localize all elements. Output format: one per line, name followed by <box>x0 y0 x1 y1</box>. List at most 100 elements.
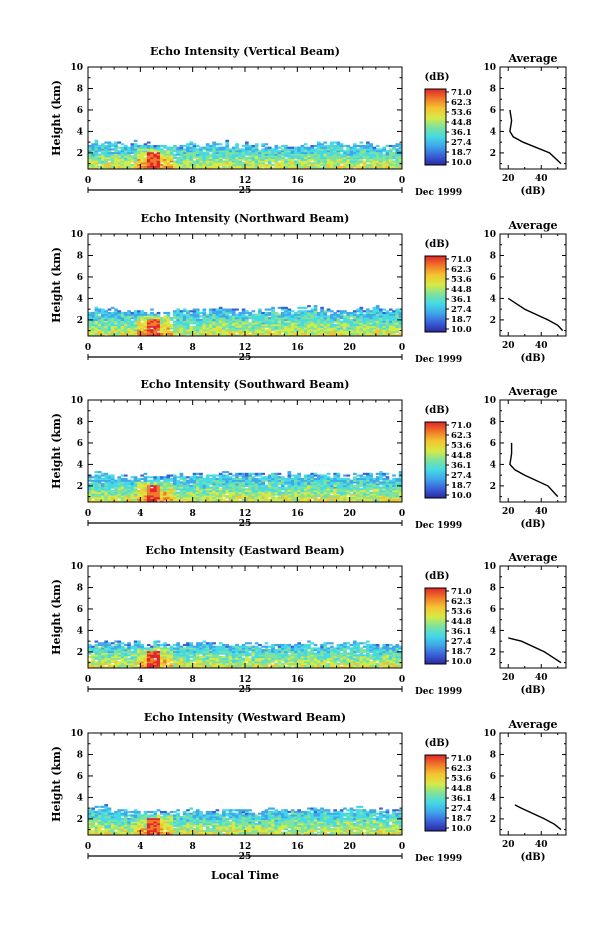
heatmap-cell <box>267 323 272 327</box>
heatmap-cell <box>133 315 138 318</box>
heatmap-cell <box>110 484 115 487</box>
heatmap-cell <box>123 334 128 337</box>
heatmap-cell <box>199 322 203 325</box>
heatmap-cell <box>248 315 252 318</box>
heatmap-cell <box>130 498 135 501</box>
heatmap-cell <box>130 661 135 664</box>
heatmap-cell <box>235 162 239 165</box>
heatmap-cell <box>395 144 400 148</box>
heatmap-cell <box>356 500 360 503</box>
heatmap-cell <box>323 151 328 154</box>
heatmap-cell <box>320 498 324 501</box>
heatmap-cell <box>150 650 154 653</box>
heatmap-cell <box>176 486 180 489</box>
heatmap-cell <box>140 498 144 501</box>
heatmap-cell <box>117 317 122 320</box>
heatmap-cell <box>267 308 272 311</box>
heatmap-cell <box>101 162 105 165</box>
heatmap-cell <box>346 323 351 327</box>
heatmap-cell <box>101 334 105 337</box>
heatmap-cell <box>316 483 321 486</box>
heatmap-cell <box>225 323 230 327</box>
heatmap-cell <box>150 649 154 652</box>
heatmap-cell <box>248 160 252 163</box>
heatmap-cell <box>254 323 259 327</box>
heatmap-cell <box>107 320 112 323</box>
heatmap-cell <box>97 493 102 496</box>
heatmap-cell <box>91 313 95 316</box>
heatmap-cell <box>156 657 161 660</box>
heatmap-cell <box>231 486 236 489</box>
heatmap-cell <box>146 493 151 496</box>
heatmap-cell <box>395 320 400 323</box>
heatmap-cell <box>395 158 400 161</box>
heatmap-cell <box>251 495 256 498</box>
heatmap-cell <box>398 153 403 156</box>
heatmap-cell <box>323 315 328 318</box>
heatmap-cell <box>176 315 180 318</box>
heatmap-cell <box>395 311 400 315</box>
heatmap-cell <box>267 332 272 335</box>
heatmap-cell <box>271 472 275 475</box>
heatmap-cell <box>146 320 151 323</box>
heatmap-cell <box>392 317 396 320</box>
heatmap-cell <box>379 476 383 479</box>
heatmap-cell <box>392 332 396 335</box>
heatmap-cell <box>313 144 318 148</box>
heatmap-cell <box>382 148 387 151</box>
heatmap-cell <box>366 332 370 335</box>
heatmap-cell <box>88 643 92 647</box>
heatmap-cell <box>101 167 105 170</box>
heatmap-cell <box>218 489 223 493</box>
heatmap-cell <box>369 151 373 154</box>
heatmap-cell <box>202 163 207 166</box>
heatmap-cell <box>110 153 115 156</box>
heatmap-cell <box>323 329 328 332</box>
heatmap-cell <box>120 657 125 660</box>
heatmap-cell <box>372 146 377 149</box>
heatmap-cell <box>176 323 180 327</box>
heatmap-cell <box>392 330 396 333</box>
heatmap-cell <box>107 643 112 647</box>
heatmap-cell <box>205 143 210 146</box>
heatmap-cell <box>241 481 246 484</box>
heatmap-cell <box>101 662 105 665</box>
heatmap-cell <box>280 165 285 168</box>
heatmap-cell <box>123 659 128 662</box>
heatmap-cell <box>137 311 141 315</box>
heatmap-cell <box>130 481 135 484</box>
heatmap-cell <box>359 325 364 328</box>
heatmap-cell <box>388 481 393 484</box>
heatmap-cell <box>336 493 341 496</box>
heatmap-cell <box>159 655 164 659</box>
heatmap-cell <box>366 489 370 493</box>
heatmap-cell <box>395 498 400 501</box>
heatmap-cell <box>140 652 144 655</box>
heatmap-cell <box>261 311 266 315</box>
heatmap-cell <box>166 318 171 321</box>
heatmap-cell <box>146 498 151 501</box>
heatmap-cell <box>326 500 331 503</box>
heatmap-cell <box>369 160 373 163</box>
heatmap-cell <box>287 330 292 333</box>
heatmap-cell <box>176 662 180 665</box>
heatmap-cell <box>267 162 272 165</box>
heatmap-cell <box>150 498 154 501</box>
average-y-tick-label: 6 <box>490 106 496 116</box>
heatmap-cell <box>267 327 272 330</box>
heatmap-cell <box>104 654 109 657</box>
heatmap-cell <box>362 489 367 493</box>
heatmap-cell <box>323 153 328 156</box>
heatmap-cell <box>297 156 301 160</box>
heatmap-cell <box>140 144 144 148</box>
heatmap-cell <box>114 479 118 482</box>
heatmap-cell <box>153 334 158 337</box>
heatmap-cell <box>323 486 328 489</box>
heatmap-cell <box>169 155 174 158</box>
heatmap-cell <box>143 163 148 166</box>
heatmap-cell <box>176 491 180 494</box>
heatmap-cell <box>209 325 213 328</box>
heatmap-cell <box>326 310 331 313</box>
heatmap-cell <box>254 491 259 494</box>
heatmap-cell <box>159 489 164 493</box>
